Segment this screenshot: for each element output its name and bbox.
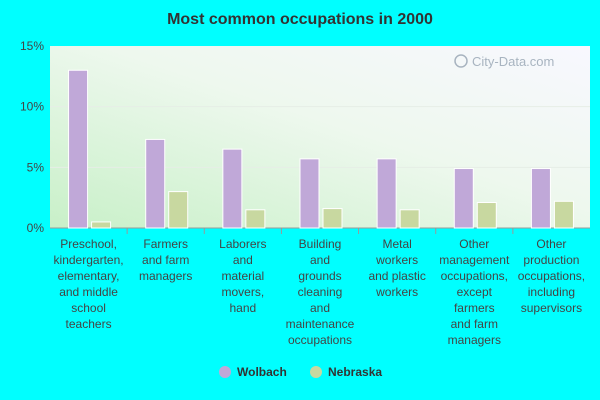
- x-category-label-line: material: [222, 269, 265, 283]
- bar-nebraska-0: [91, 221, 112, 229]
- x-category-label-line: managers: [139, 269, 192, 283]
- bar-wolbach-4: [376, 158, 397, 229]
- legend-swatch-nebraska: [310, 366, 322, 378]
- x-category-label-line: and farm: [142, 253, 189, 267]
- x-category-label-line: cleaning: [298, 285, 343, 299]
- x-category-label-line: Laborers: [219, 237, 266, 251]
- x-category-label-line: Farmers: [143, 237, 188, 251]
- x-category-label-line: and: [233, 253, 253, 267]
- x-category-label-line: teachers: [66, 317, 112, 331]
- x-category-label-line: movers,: [222, 285, 265, 299]
- bar-nebraska-3: [322, 208, 343, 229]
- bar-wolbach-6: [530, 168, 551, 229]
- bar-wolbach-5: [453, 168, 474, 229]
- y-tick-label: 10%: [20, 100, 44, 114]
- bar-nebraska-5: [476, 202, 497, 229]
- chart-title: Most common occupations in 2000: [167, 11, 433, 28]
- x-category-label-line: farmers: [454, 301, 495, 315]
- x-category-label-line: grounds: [298, 269, 341, 283]
- x-category-label-line: workers: [375, 253, 418, 267]
- x-category-label-line: and: [310, 253, 330, 267]
- x-category-label-line: workers: [375, 285, 418, 299]
- x-category-label: Laborers and material movers, hand: [219, 237, 266, 315]
- x-category-label-line: kindergarten,: [54, 253, 124, 267]
- watermark-search-icon: [454, 54, 468, 68]
- bar-nebraska-4: [399, 209, 420, 229]
- x-category-label-line: and middle: [59, 285, 118, 299]
- legend-swatch-wolbach: [219, 366, 231, 378]
- plot-area: [50, 46, 590, 228]
- bar-wolbach-2: [222, 148, 243, 229]
- x-category-label: Building and grounds cleaning and maintenance…: [286, 237, 355, 347]
- x-category-label: Other production occupations, including supe…: [518, 237, 585, 315]
- bar-wolbach-3: [299, 158, 320, 229]
- x-category-label-line: Building: [299, 237, 342, 251]
- x-category-label-line: maintenance: [286, 317, 355, 331]
- y-tick-label: 5%: [27, 160, 45, 174]
- x-category-label-line: except: [457, 285, 493, 299]
- bar-nebraska-2: [245, 209, 266, 229]
- bar-nebraska-6: [553, 200, 574, 229]
- bar-nebraska-1: [168, 191, 189, 229]
- x-category-label-line: Other: [536, 237, 566, 251]
- y-tick-label: 15%: [20, 39, 44, 53]
- x-category-label: Other management occupations, except farmers…: [439, 237, 510, 347]
- legend-label-nebraska: Nebraska: [328, 365, 382, 379]
- x-category-label-line: occupations,: [518, 269, 585, 283]
- x-category-label-line: supervisors: [521, 301, 582, 315]
- x-category-label-line: occupations: [288, 333, 352, 347]
- x-category-label-line: and: [310, 301, 330, 315]
- x-category-label-line: and plastic: [368, 269, 425, 283]
- x-category-label: Preschool, kindergarten, elementary, and mi…: [54, 237, 124, 331]
- x-category-label-line: Preschool,: [60, 237, 117, 251]
- x-category-label-line: and farm: [451, 317, 498, 331]
- x-category-label-line: production: [523, 253, 579, 267]
- x-category-label-line: hand: [230, 301, 257, 315]
- x-category-label-line: occupations,: [441, 269, 508, 283]
- x-category-label-line: school: [71, 301, 106, 315]
- bar-wolbach-0: [68, 69, 89, 229]
- x-category-label-line: Metal: [382, 237, 411, 251]
- x-category-label-line: managers: [448, 333, 501, 347]
- x-category-label-line: Other: [459, 237, 489, 251]
- x-category-label-line: elementary,: [58, 269, 120, 283]
- watermark: City-Data.com: [454, 54, 554, 69]
- legend-label-wolbach: Wolbach: [237, 365, 287, 379]
- bar-wolbach-1: [145, 138, 166, 229]
- watermark-text: City-Data.com: [472, 54, 554, 69]
- x-category-label: Metal workers and plastic workers: [368, 237, 425, 299]
- x-category-label: Farmers and farm managers: [139, 237, 192, 283]
- x-category-label-line: management: [439, 253, 510, 267]
- y-tick-label: 0%: [27, 221, 45, 235]
- x-category-label-line: including: [528, 285, 575, 299]
